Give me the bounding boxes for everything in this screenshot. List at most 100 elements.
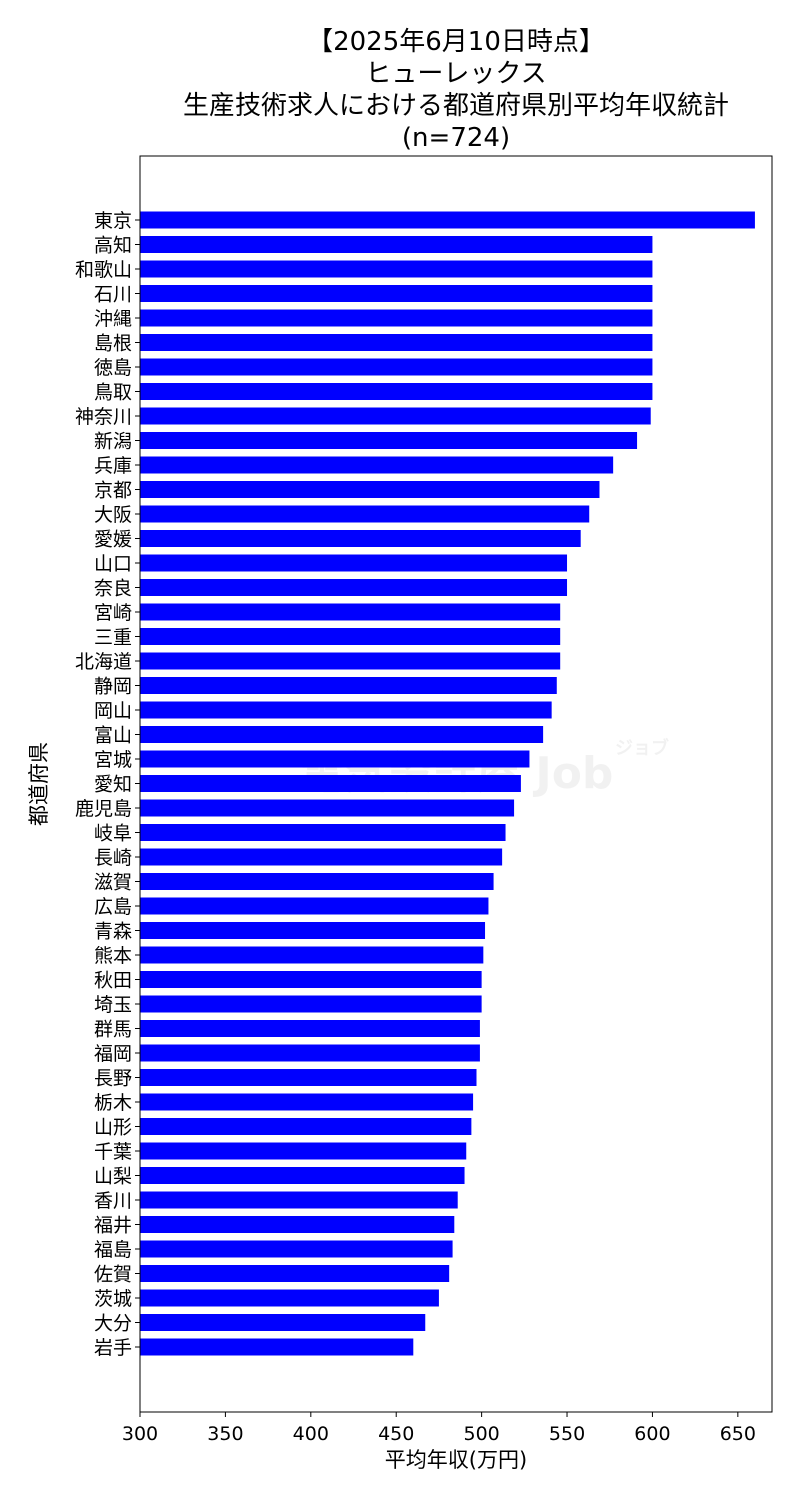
plot-frame [139,155,773,1413]
bar [140,481,600,498]
y-tick-label: 宮崎 [94,602,132,624]
bar [140,1289,439,1307]
bar [140,1265,450,1282]
bar [140,407,651,425]
bar [140,1167,465,1184]
bar [140,1314,426,1331]
bar [140,1069,477,1086]
y-tick-label: 鳥取 [94,382,132,404]
watermark-small-text: ジョブ [615,737,669,759]
chart-title-line-2: ヒューレックス [365,59,546,89]
y-tick-label: 静岡 [94,676,132,698]
bar [140,1191,458,1209]
y-tick-label: 高知 [94,235,132,257]
y-tick-label: 宮城 [94,749,132,771]
bar [140,1216,455,1233]
bar [140,456,614,474]
bar [140,701,552,719]
y-tick-label: 三重 [94,627,132,649]
bar [140,922,486,939]
bar [140,260,653,278]
y-tick-label: 島根 [94,333,132,355]
bar [140,677,557,694]
y-tick-label: 茨城 [94,1288,132,1310]
chart-title-line-3: 生産技術求人における都道府県別平均年収統計 [183,91,729,121]
y-tick-label: 熊本 [94,945,132,967]
y-tick-label: 岩手 [94,1337,132,1359]
y-tick-label: 東京 [94,210,132,232]
y-tick-label: 福井 [94,1215,132,1237]
x-axis-label: 平均年収(万円) [385,1448,527,1472]
y-tick-label: 福岡 [94,1043,132,1065]
x-tick-label: 650 [720,1423,756,1445]
bar [140,873,494,890]
y-tick-label: 和歌山 [75,259,132,281]
y-tick-label: 鹿児島 [75,798,132,820]
bar [140,726,544,743]
bar [140,775,521,792]
y-tick-label: 広島 [94,896,132,918]
y-tick-label: 北海道 [75,651,132,673]
bar [140,848,503,866]
y-tick-label: 長野 [94,1068,132,1090]
y-tick-label: 長崎 [94,847,132,869]
y-tick-label: 大阪 [94,504,132,526]
x-tick-label: 500 [463,1423,499,1445]
bar [140,1020,480,1037]
y-tick-label: 兵庫 [94,455,132,477]
bar [140,334,653,351]
x-tick-label: 450 [378,1423,414,1445]
bar [140,309,653,327]
y-axis-label: 都道府県 [27,742,51,826]
bar [140,1142,467,1160]
y-tick-label: 佐賀 [94,1264,132,1286]
y-tick-label: 山形 [94,1117,132,1139]
bar [140,1338,414,1356]
bar [140,799,515,817]
bar [140,946,484,964]
y-tick-label: 滋賀 [94,872,132,894]
bar [140,579,568,596]
y-tick-label: 神奈川 [75,406,132,428]
chart-title-line-1: 【2025年6月10日時点】 [307,27,605,57]
bar [140,530,581,547]
y-tick-label: 岡山 [94,700,132,722]
x-tick-label: 600 [634,1423,670,1445]
y-tick-label: 京都 [94,480,132,502]
y-tick-label: 青森 [94,921,132,943]
y-tick-label: 千葉 [94,1141,132,1163]
y-tick-label: 沖縄 [94,308,132,330]
y-tick-label: 大分 [94,1313,132,1335]
bar [140,1240,453,1258]
bar [140,383,653,400]
y-tick-label: 山梨 [94,1166,132,1188]
bar [140,995,482,1013]
y-tick-label: 石川 [94,284,132,306]
y-tick-label: 岐阜 [94,823,132,845]
x-tick-label: 400 [293,1423,329,1445]
y-tick-label: 奈良 [94,578,132,600]
bar [140,1044,480,1062]
x-tick-label: 550 [549,1423,585,1445]
x-axis: 300 350 400 450 500 550 600 650 [122,1412,756,1445]
bar [140,236,653,253]
y-tick-label: 山口 [94,553,132,575]
y-tick-label: 愛媛 [94,529,132,551]
bar [140,1118,472,1135]
bar [140,824,506,841]
bar [140,505,590,523]
y-tick-label: 富山 [94,725,132,747]
y-tick-label: 群馬 [94,1019,132,1041]
x-tick-label: 350 [207,1423,243,1445]
bar [140,971,482,988]
bar [140,628,561,645]
bar [140,358,653,376]
x-tick-label: 300 [122,1423,158,1445]
bar [140,1093,474,1111]
y-tick-label: 香川 [94,1190,132,1212]
chart-title-line-4: (n=724) [402,123,510,153]
bar [140,652,561,670]
y-tick-label: 埼玉 [94,994,132,1016]
bar [140,603,561,621]
